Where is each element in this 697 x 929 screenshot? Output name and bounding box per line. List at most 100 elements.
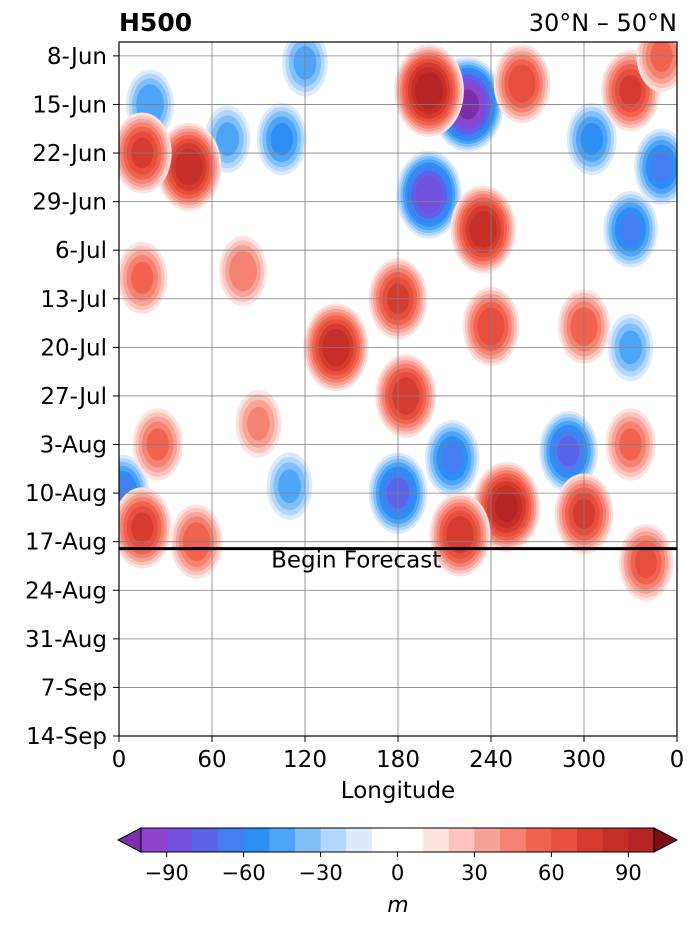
x-tick-label: 240 (469, 747, 513, 773)
contour-band (415, 176, 443, 214)
anomaly-high-22 (368, 258, 428, 340)
y-tick-label: 13-Jul (40, 287, 107, 313)
anomaly-low-13 (266, 452, 313, 520)
colorbar-segment (448, 828, 475, 852)
contour-band (278, 469, 301, 504)
y-tick-label: 8-Jun (47, 44, 107, 70)
title-right: 30°N – 50°N (529, 9, 677, 37)
grid (119, 42, 677, 737)
y-tick-label: 17-Aug (25, 530, 107, 556)
y-tick-label: 3-Aug (40, 433, 107, 459)
x-tick-label: 60 (197, 747, 226, 773)
contour-band (131, 261, 154, 295)
anomaly-low-11 (368, 452, 428, 534)
contour-band (247, 406, 270, 441)
x-axis-label: Longitude (341, 778, 455, 804)
colorbar-segment (346, 828, 373, 852)
y-tick-label: 31-Aug (25, 627, 107, 653)
anomaly-high-29 (119, 487, 172, 569)
x-tick-label: 0 (670, 747, 685, 773)
colorbar-segment (423, 828, 450, 852)
colorbar-segment (525, 828, 552, 852)
contour-band (469, 210, 497, 248)
colorbar-segment (217, 828, 245, 852)
contour-band (634, 546, 658, 579)
x-tick-label: 120 (283, 747, 327, 773)
contour-band (580, 123, 603, 156)
colorbar-segment (551, 828, 578, 852)
x-tick-label: 300 (562, 747, 606, 773)
anomaly-low-7 (603, 191, 658, 268)
colorbar-tick-label: −30 (298, 861, 342, 885)
colorbar-segment (371, 828, 424, 852)
colorbar-segment (294, 828, 322, 852)
colorbar-tick-label: 90 (615, 861, 642, 885)
colorbar-segment (243, 828, 270, 852)
contour-band (441, 442, 464, 475)
colorbar-segment (577, 828, 604, 852)
y-tick-label: 20-Jul (40, 335, 107, 361)
y-tick-label: 6-Jul (55, 238, 107, 264)
colorbar-segment (628, 828, 655, 852)
colorbar-segment (602, 828, 629, 852)
anomaly-low-2 (256, 103, 307, 176)
anomaly-low-6 (634, 128, 677, 206)
anomaly-high-37 (636, 42, 677, 92)
contour-band (495, 491, 518, 522)
contour-band (270, 123, 293, 156)
anomaly-high-33 (219, 236, 267, 307)
title-left: H500 (119, 8, 192, 37)
y-tick-label: 24-Aug (25, 578, 107, 604)
anomaly-high-18 (450, 185, 516, 274)
x-tick-label: 180 (376, 747, 420, 773)
anomaly-high-15 (394, 44, 464, 137)
colorbar-tick-label: 60 (538, 861, 565, 885)
contour-band (446, 516, 474, 554)
colorbar-segment (500, 828, 527, 852)
contour-band (650, 151, 673, 183)
colorbar-segment (474, 828, 501, 852)
contour-band (619, 75, 642, 106)
y-tick-label: 15-Jun (32, 92, 107, 118)
colorbar-segment (166, 828, 193, 852)
contour-band (650, 42, 673, 72)
y-axis: 8-Jun 15-Jun 22-Jun 29-Jun 6-Jul 13-Jul 20-Jul… (25, 44, 119, 750)
anomaly-high-36 (235, 389, 282, 458)
x-tick-label: 0 (112, 747, 127, 773)
anomaly-high-16 (156, 122, 222, 211)
colorbar-over-arrow (653, 827, 679, 853)
contour-band (508, 64, 536, 103)
colorbar-segment (192, 828, 219, 852)
anomaly-low-3 (396, 150, 462, 239)
contour-band (557, 436, 580, 467)
anomaly-high-32 (119, 241, 168, 315)
contour-band (415, 72, 443, 109)
anomaly-high-19 (493, 44, 551, 124)
y-tick-label: 29-Jun (32, 190, 107, 216)
contour-band (175, 148, 203, 186)
colorbar-label: m (387, 893, 408, 918)
colorbar: −90 −60 −30 0 30 60 90 (116, 827, 679, 885)
contour-band (229, 250, 257, 292)
anomaly-low-10 (539, 410, 598, 493)
y-tick-label: 27-Jul (40, 384, 107, 410)
x-axis: 0 60 120 180 240 300 0 (112, 736, 685, 773)
colorbar-tick-label: 30 (461, 861, 488, 885)
colorbar-tick-label: 0 (391, 861, 404, 885)
colorbar-segment (269, 828, 296, 852)
anomaly-high-28 (618, 524, 674, 601)
contour-band (619, 213, 642, 246)
colorbar-under-arrow (116, 827, 142, 853)
colorbar-segment (141, 828, 168, 852)
contour-band (131, 512, 154, 544)
colorbar-segment (320, 828, 347, 852)
y-tick-label: 14-Sep (26, 724, 107, 750)
contour-band (216, 122, 239, 157)
colorbar-tick-label: −60 (221, 861, 265, 885)
anomaly-low-9 (425, 420, 480, 497)
colorbar-tick-label: −90 (144, 861, 188, 885)
y-tick-label: 10-Aug (25, 481, 107, 507)
y-tick-label: 22-Jun (32, 141, 107, 167)
y-tick-label: 7-Sep (41, 675, 107, 701)
